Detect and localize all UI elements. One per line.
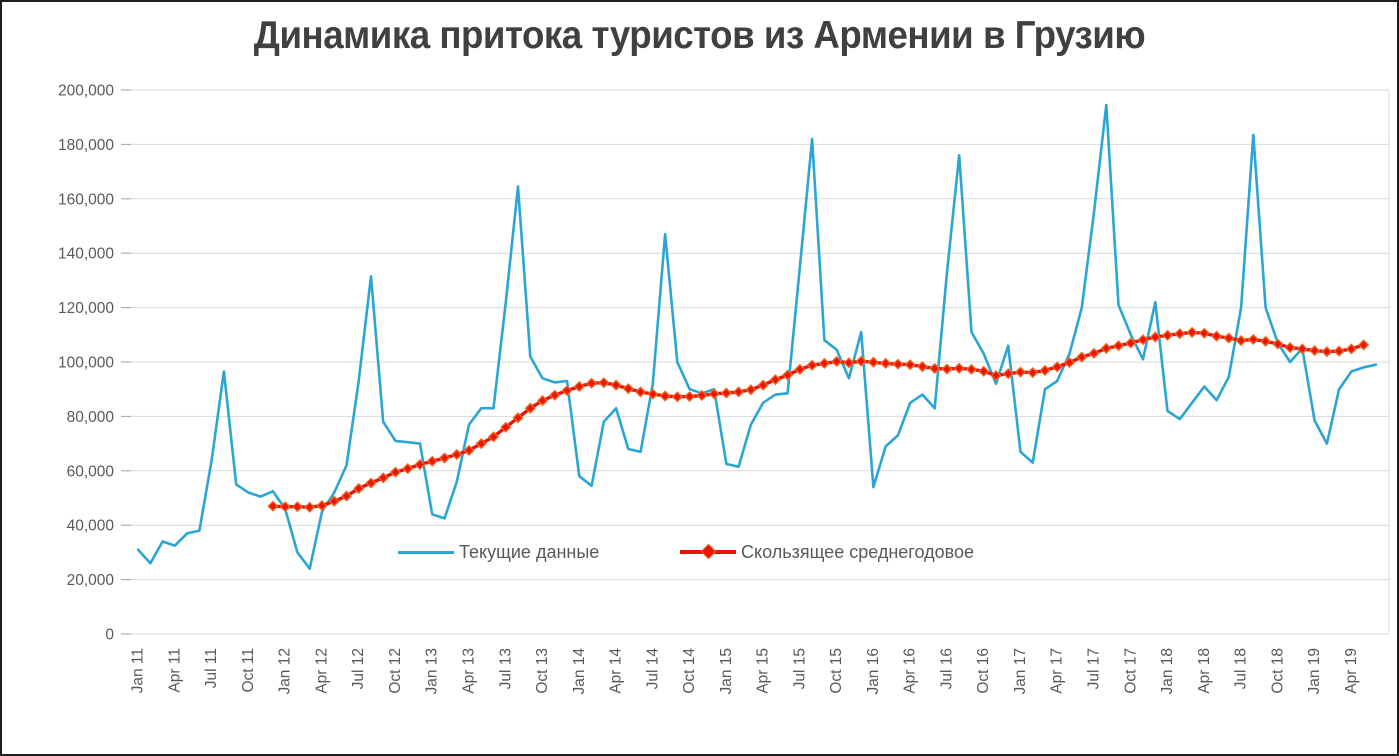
svg-text:Jan 16: Jan 16	[865, 648, 882, 695]
svg-text:Jul 13: Jul 13	[497, 648, 514, 689]
svg-text:Apr 13: Apr 13	[461, 648, 478, 694]
svg-text:Jul 14: Jul 14	[644, 648, 661, 690]
svg-text:Jan 15: Jan 15	[718, 648, 735, 695]
svg-text:Jul 18: Jul 18	[1233, 648, 1250, 689]
svg-text:Apr 11: Apr 11	[166, 648, 183, 693]
svg-text:Jul 16: Jul 16	[938, 648, 955, 689]
legend-diamond-marker-icon	[700, 543, 717, 560]
legend-line-sample-current	[398, 550, 454, 554]
legend-label-moving-average: Скользящее среднегодовое	[741, 541, 974, 562]
svg-text:Jan 13: Jan 13	[424, 648, 441, 695]
svg-text:100,000: 100,000	[58, 355, 114, 372]
svg-text:Oct 11: Oct 11	[240, 648, 257, 693]
series-current-data-line	[136, 103, 1378, 571]
svg-text:Jan 14: Jan 14	[571, 648, 588, 695]
svg-text:140,000: 140,000	[58, 246, 114, 263]
svg-text:Jan 17: Jan 17	[1012, 648, 1029, 695]
svg-text:180,000: 180,000	[58, 137, 114, 154]
svg-text:Apr 17: Apr 17	[1049, 648, 1066, 694]
legend-item-moving-average: Скользящее среднегодовое	[680, 541, 974, 563]
svg-text:Oct 15: Oct 15	[828, 648, 845, 694]
y-axis-labels: 0 20,000 40,000 60,000 80,000 100,000 120,000 1…	[58, 83, 114, 644]
svg-text:Jan 11: Jan 11	[130, 648, 147, 693]
svg-text:80,000: 80,000	[67, 409, 115, 426]
svg-text:120,000: 120,000	[58, 300, 114, 317]
svg-text:Oct 17: Oct 17	[1122, 648, 1139, 694]
svg-text:Oct 12: Oct 12	[387, 648, 404, 694]
series-moving-average-markers	[267, 326, 1370, 513]
svg-text:Jul 12: Jul 12	[350, 648, 367, 689]
svg-text:Apr 16: Apr 16	[902, 648, 919, 694]
svg-text:40,000: 40,000	[67, 518, 115, 535]
svg-text:Oct 18: Oct 18	[1269, 648, 1286, 694]
legend-line-sample-moving-average	[680, 543, 736, 560]
svg-text:60,000: 60,000	[67, 463, 115, 480]
svg-text:Apr 15: Apr 15	[755, 648, 772, 694]
svg-text:0: 0	[105, 627, 114, 644]
x-axis-labels: Jan 11 Apr 11 Jul 11 Oct 11 Jan 12 Apr 12 Jul …	[130, 648, 1360, 695]
svg-text:Jan 18: Jan 18	[1159, 648, 1176, 695]
svg-text:20,000: 20,000	[67, 572, 115, 589]
svg-text:Oct 16: Oct 16	[975, 648, 992, 694]
legend-label-current: Текущие данные	[459, 541, 600, 562]
svg-text:Apr 14: Apr 14	[608, 648, 625, 694]
svg-text:Jul 17: Jul 17	[1086, 648, 1103, 689]
svg-text:Oct 13: Oct 13	[534, 648, 551, 694]
svg-text:Apr 19: Apr 19	[1343, 648, 1360, 694]
svg-text:Oct 14: Oct 14	[681, 648, 698, 694]
gridlines	[121, 89, 1390, 635]
svg-text:Jul 11: Jul 11	[203, 648, 220, 688]
svg-text:Jan 12: Jan 12	[277, 648, 294, 695]
svg-text:160,000: 160,000	[58, 191, 114, 208]
svg-text:Apr 18: Apr 18	[1196, 648, 1213, 694]
legend-item-current-data: Текущие данные	[398, 541, 599, 563]
svg-text:Jul 15: Jul 15	[791, 648, 808, 689]
svg-text:Apr 12: Apr 12	[313, 648, 330, 694]
series-moving-average-line	[271, 330, 1366, 509]
chart-title: Динамика притока туристов из Армении в Г…	[253, 14, 1146, 57]
svg-text:Jan 19: Jan 19	[1306, 648, 1323, 695]
svg-text:200,000: 200,000	[58, 83, 114, 100]
